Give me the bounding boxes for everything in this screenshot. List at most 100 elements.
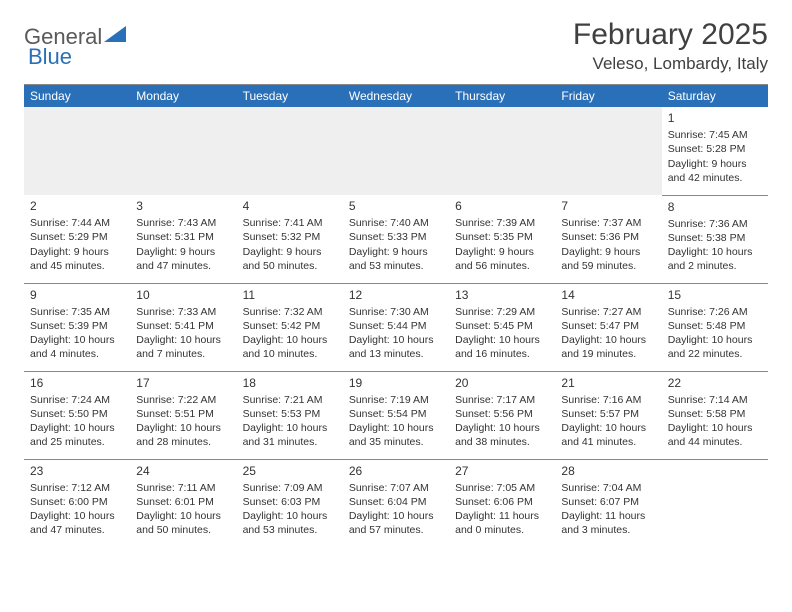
day-header: Friday	[555, 85, 661, 108]
day-number: 3	[136, 198, 230, 214]
sunset-line: Sunset: 5:53 PM	[243, 407, 337, 421]
calendar-cell: 19Sunrise: 7:19 AMSunset: 5:54 PMDayligh…	[343, 371, 449, 459]
calendar-cell: 16Sunrise: 7:24 AMSunset: 5:50 PMDayligh…	[24, 371, 130, 459]
daylight-line: Daylight: 9 hours and 50 minutes.	[243, 245, 337, 273]
daylight-line: Daylight: 9 hours and 47 minutes.	[136, 245, 230, 273]
sunset-line: Sunset: 5:29 PM	[30, 230, 124, 244]
daylight-line: Daylight: 10 hours and 31 minutes.	[243, 421, 337, 449]
calendar-cell: 22 Sunrise: 7:14 AMSunset: 5:58 PMDayligh…	[662, 371, 768, 459]
sunrise-line: Sunrise: 7:07 AM	[349, 481, 443, 495]
daylight-line: Daylight: 10 hours and 4 minutes.	[30, 333, 124, 361]
sunset-line: Sunset: 5:35 PM	[455, 230, 549, 244]
sunset-line: Sunset: 5:57 PM	[561, 407, 655, 421]
calendar-cell	[237, 107, 343, 195]
sunset-line: Sunset: 5:58 PM	[668, 407, 762, 421]
daylight-line: Daylight: 10 hours and 25 minutes.	[30, 421, 124, 449]
day-header: Monday	[130, 85, 236, 108]
sunrise-line: Sunrise: 7:37 AM	[561, 216, 655, 230]
calendar-cell	[24, 107, 130, 195]
day-number: 4	[243, 198, 337, 214]
sunrise-line: Sunrise: 7:45 AM	[668, 128, 762, 142]
sunset-line: Sunset: 6:03 PM	[243, 495, 337, 509]
day-header: Wednesday	[343, 85, 449, 108]
day-number: 17	[136, 375, 230, 391]
calendar-cell: 27Sunrise: 7:05 AMSunset: 6:06 PMDayligh…	[449, 459, 555, 547]
logo-triangle-icon	[104, 26, 126, 49]
daylight-line: Daylight: 9 hours and 42 minutes.	[668, 157, 762, 185]
day-header: Tuesday	[237, 85, 343, 108]
sunrise-line: Sunrise: 7:09 AM	[243, 481, 337, 495]
day-number: 23	[30, 463, 124, 479]
calendar-cell: 21Sunrise: 7:16 AMSunset: 5:57 PMDayligh…	[555, 371, 661, 459]
day-number: 15	[668, 287, 762, 303]
day-number: 22	[668, 375, 762, 391]
calendar-cell: 28Sunrise: 7:04 AMSunset: 6:07 PMDayligh…	[555, 459, 661, 547]
day-number: 1	[668, 110, 762, 126]
sunrise-line: Sunrise: 7:21 AM	[243, 393, 337, 407]
day-number: 18	[243, 375, 337, 391]
logo-text-right: Blue	[28, 44, 72, 69]
day-header: Thursday	[449, 85, 555, 108]
sunset-line: Sunset: 5:31 PM	[136, 230, 230, 244]
sunrise-line: Sunrise: 7:30 AM	[349, 305, 443, 319]
calendar-cell: 6Sunrise: 7:39 AMSunset: 5:35 PMDaylight…	[449, 195, 555, 283]
daylight-line: Daylight: 9 hours and 59 minutes.	[561, 245, 655, 273]
sunset-line: Sunset: 5:45 PM	[455, 319, 549, 333]
day-number: 2	[30, 198, 124, 214]
sunrise-line: Sunrise: 7:29 AM	[455, 305, 549, 319]
sunrise-line: Sunrise: 7:43 AM	[136, 216, 230, 230]
sunrise-line: Sunrise: 7:14 AM	[668, 393, 762, 407]
daylight-line: Daylight: 10 hours and 13 minutes.	[349, 333, 443, 361]
day-number: 11	[243, 287, 337, 303]
daylight-line: Daylight: 10 hours and 57 minutes.	[349, 509, 443, 537]
day-number: 28	[561, 463, 655, 479]
day-header-row: Sunday Monday Tuesday Wednesday Thursday…	[24, 85, 768, 108]
daylight-line: Daylight: 10 hours and 22 minutes.	[668, 333, 762, 361]
calendar-cell: 4Sunrise: 7:41 AMSunset: 5:32 PMDaylight…	[237, 195, 343, 283]
daylight-line: Daylight: 9 hours and 56 minutes.	[455, 245, 549, 273]
calendar-cell: 15 Sunrise: 7:26 AMSunset: 5:48 PMDayligh…	[662, 283, 768, 371]
daylight-line: Daylight: 10 hours and 53 minutes.	[243, 509, 337, 537]
day-number: 24	[136, 463, 230, 479]
day-header: Saturday	[662, 85, 768, 108]
sunrise-line: Sunrise: 7:24 AM	[30, 393, 124, 407]
sunset-line: Sunset: 5:54 PM	[349, 407, 443, 421]
sunrise-line: Sunrise: 7:17 AM	[455, 393, 549, 407]
title-block: February 2025 Veleso, Lombardy, Italy	[573, 18, 768, 74]
daylight-line: Daylight: 10 hours and 41 minutes.	[561, 421, 655, 449]
calendar-cell: 2Sunrise: 7:44 AMSunset: 5:29 PMDaylight…	[24, 195, 130, 283]
calendar-cell	[662, 459, 768, 547]
sunset-line: Sunset: 5:47 PM	[561, 319, 655, 333]
sunrise-line: Sunrise: 7:16 AM	[561, 393, 655, 407]
daylight-line: Daylight: 10 hours and 7 minutes.	[136, 333, 230, 361]
day-number: 5	[349, 198, 443, 214]
calendar-table: Sunday Monday Tuesday Wednesday Thursday…	[24, 84, 768, 547]
sunset-line: Sunset: 6:06 PM	[455, 495, 549, 509]
calendar-cell: 25Sunrise: 7:09 AMSunset: 6:03 PMDayligh…	[237, 459, 343, 547]
sunrise-line: Sunrise: 7:19 AM	[349, 393, 443, 407]
sunrise-line: Sunrise: 7:05 AM	[455, 481, 549, 495]
logo-text-right-wrap: Blue	[28, 44, 72, 70]
day-number: 8	[668, 199, 762, 215]
calendar-cell: 20Sunrise: 7:17 AMSunset: 5:56 PMDayligh…	[449, 371, 555, 459]
day-number: 27	[455, 463, 549, 479]
daylight-line: Daylight: 10 hours and 44 minutes.	[668, 421, 762, 449]
sunrise-line: Sunrise: 7:26 AM	[668, 305, 762, 319]
month-title: February 2025	[573, 18, 768, 52]
day-number: 9	[30, 287, 124, 303]
sunset-line: Sunset: 5:33 PM	[349, 230, 443, 244]
sunset-line: Sunset: 5:48 PM	[668, 319, 762, 333]
sunset-line: Sunset: 5:32 PM	[243, 230, 337, 244]
calendar-cell: 9Sunrise: 7:35 AMSunset: 5:39 PMDaylight…	[24, 283, 130, 371]
day-header: Sunday	[24, 85, 130, 108]
sunrise-line: Sunrise: 7:40 AM	[349, 216, 443, 230]
daylight-line: Daylight: 10 hours and 47 minutes.	[30, 509, 124, 537]
sunset-line: Sunset: 5:44 PM	[349, 319, 443, 333]
calendar-cell	[555, 107, 661, 195]
daylight-line: Daylight: 10 hours and 19 minutes.	[561, 333, 655, 361]
sunrise-line: Sunrise: 7:11 AM	[136, 481, 230, 495]
sunset-line: Sunset: 5:51 PM	[136, 407, 230, 421]
day-number: 12	[349, 287, 443, 303]
calendar-cell: 1Sunrise: 7:45 AMSunset: 5:28 PMDaylight…	[662, 107, 768, 195]
sunset-line: Sunset: 5:36 PM	[561, 230, 655, 244]
